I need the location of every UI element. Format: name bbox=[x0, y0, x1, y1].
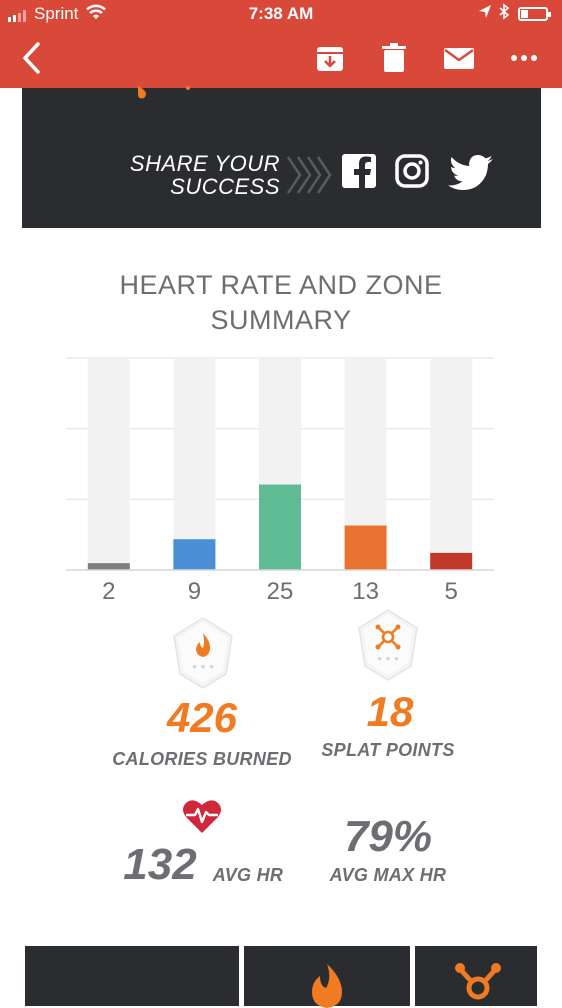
avg-max-hr-label: AVG MAX HR bbox=[329, 865, 447, 885]
chart-bar bbox=[173, 539, 216, 570]
splat-icon bbox=[455, 963, 501, 1000]
flame-icon bbox=[196, 633, 211, 657]
chart-bar-track bbox=[87, 358, 130, 570]
battery-icon bbox=[518, 7, 551, 21]
carrier-name: Sprint bbox=[34, 4, 79, 23]
logo-fragment bbox=[138, 86, 190, 99]
chart-bar-label: 5 bbox=[445, 578, 458, 605]
chart-bar bbox=[259, 484, 301, 570]
chart-bar-label: 9 bbox=[188, 578, 201, 605]
chart-bar-track bbox=[173, 358, 216, 570]
bluetooth-icon bbox=[499, 3, 510, 20]
bottom-card-2 bbox=[244, 946, 410, 1008]
calories-label: CALORIES BURNED bbox=[112, 749, 292, 769]
chart-bar bbox=[87, 563, 130, 570]
signal-icon bbox=[8, 10, 26, 22]
title-line-2: SUMMARY bbox=[210, 305, 352, 335]
share-banner: SHARE YOUR SUCCESS bbox=[22, 86, 541, 228]
facebook-icon[interactable] bbox=[342, 154, 376, 188]
chart-bar-track bbox=[430, 358, 473, 570]
status-time: 7:38 AM bbox=[248, 4, 314, 23]
chart-bar-label: 13 bbox=[352, 578, 379, 605]
archive-icon[interactable] bbox=[312, 40, 348, 76]
status-bar: Sprint 7:38 AM bbox=[0, 0, 562, 30]
splat-icon bbox=[378, 627, 398, 647]
chart-bar-label: 2 bbox=[102, 578, 115, 605]
heart-rate-icon bbox=[183, 800, 221, 833]
svg-text:★ ★ ★: ★ ★ ★ bbox=[376, 655, 399, 663]
wifi-icon bbox=[86, 4, 106, 19]
twitter-icon[interactable] bbox=[448, 154, 494, 192]
app-header: Sprint 7:38 AM bbox=[0, 0, 562, 88]
zone-summary-title: HEART RATE AND ZONE SUMMARY bbox=[0, 268, 562, 338]
flame-icon bbox=[312, 964, 342, 1008]
trash-icon[interactable] bbox=[376, 40, 412, 76]
instagram-icon[interactable] bbox=[395, 154, 429, 188]
chart-bar-label: 25 bbox=[267, 578, 294, 605]
bottom-card-1 bbox=[25, 946, 239, 1006]
avg-max-hr-value: 79% bbox=[343, 812, 433, 861]
chart-bar bbox=[430, 552, 473, 570]
title-line-1: HEART RATE AND ZONE bbox=[119, 270, 443, 300]
avg-hr-value: 132 bbox=[123, 840, 197, 889]
chart-bar bbox=[344, 525, 387, 570]
zone-bar-chart: 2 9 25 13 5 bbox=[66, 357, 494, 605]
chevrons-decoration bbox=[286, 156, 332, 194]
share-success-text: SHARE YOUR SUCCESS bbox=[100, 152, 280, 198]
calories-badge: ★ ★ ★ bbox=[173, 617, 233, 689]
envelope-icon[interactable] bbox=[441, 40, 477, 76]
location-icon bbox=[479, 5, 491, 18]
share-line-1: SHARE YOUR bbox=[129, 151, 280, 176]
more-dots-icon[interactable] bbox=[506, 40, 542, 76]
bottom-card-3 bbox=[415, 946, 537, 1006]
share-line-2: SUCCESS bbox=[170, 174, 280, 199]
chevron-left-icon[interactable] bbox=[14, 40, 50, 76]
splat-badge: ★ ★ ★ bbox=[358, 609, 418, 681]
splat-points-label: SPLAT POINTS bbox=[321, 740, 455, 760]
splat-points-value: 18 bbox=[366, 688, 414, 735]
calories-value: 426 bbox=[166, 694, 238, 741]
avg-hr-label: AVG HR bbox=[212, 865, 284, 885]
svg-text:★ ★ ★: ★ ★ ★ bbox=[191, 663, 214, 671]
